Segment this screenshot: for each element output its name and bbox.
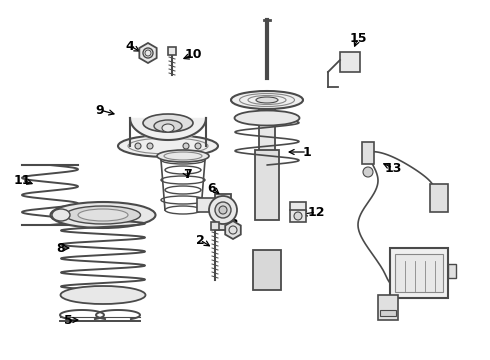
Polygon shape (215, 194, 231, 230)
Text: 1: 1 (303, 145, 311, 158)
Circle shape (183, 143, 189, 149)
Ellipse shape (162, 124, 174, 132)
Circle shape (294, 212, 302, 220)
Ellipse shape (235, 111, 299, 126)
Bar (380, 310, 396, 316)
Text: 6: 6 (208, 181, 216, 194)
Bar (259, 100, 275, 160)
Circle shape (145, 50, 151, 56)
Text: 7: 7 (183, 168, 192, 181)
Bar (378, 295, 398, 320)
Ellipse shape (50, 202, 155, 228)
Ellipse shape (66, 206, 141, 224)
Text: 11: 11 (13, 174, 31, 186)
Bar (448, 264, 456, 278)
Text: 14: 14 (411, 261, 429, 274)
Text: 15: 15 (349, 31, 367, 45)
Circle shape (215, 202, 231, 218)
Text: 3: 3 (229, 219, 237, 231)
Bar (255, 150, 279, 220)
Circle shape (363, 167, 373, 177)
Text: 9: 9 (96, 104, 104, 117)
Circle shape (219, 206, 227, 214)
Text: 13: 13 (384, 162, 402, 175)
Ellipse shape (52, 209, 70, 221)
Text: 5: 5 (64, 314, 73, 327)
Text: 2: 2 (196, 234, 204, 247)
Circle shape (209, 196, 237, 224)
Bar (290, 202, 306, 222)
Ellipse shape (78, 209, 128, 221)
Ellipse shape (118, 135, 218, 157)
Bar (362, 142, 374, 164)
Bar (253, 250, 281, 290)
Text: 12: 12 (307, 206, 325, 219)
Bar (390, 248, 448, 298)
Bar (430, 184, 448, 212)
Text: 10: 10 (184, 49, 202, 62)
Ellipse shape (60, 286, 146, 304)
Bar (197, 198, 215, 212)
Text: 4: 4 (125, 40, 134, 53)
Ellipse shape (256, 97, 278, 103)
Polygon shape (139, 43, 157, 63)
Bar (395, 254, 443, 292)
Ellipse shape (231, 91, 303, 109)
Text: 8: 8 (57, 242, 65, 255)
Ellipse shape (157, 150, 209, 162)
Bar (211, 222, 219, 230)
Circle shape (195, 143, 201, 149)
Ellipse shape (154, 120, 182, 132)
Circle shape (147, 143, 153, 149)
Bar (168, 47, 176, 55)
Circle shape (135, 143, 141, 149)
Bar (340, 52, 360, 72)
Polygon shape (225, 221, 241, 239)
Ellipse shape (143, 114, 193, 132)
